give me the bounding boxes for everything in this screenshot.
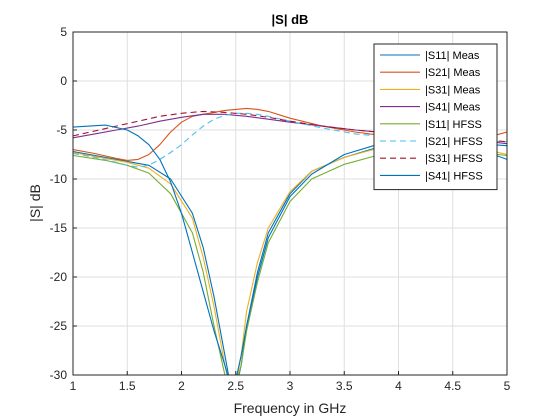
- y-tick-label: -30: [50, 368, 68, 382]
- x-tick-label: 3.5: [336, 379, 353, 393]
- legend-entry: |S21| HFSS: [425, 136, 483, 148]
- y-tick-label: -20: [50, 270, 68, 284]
- legend: |S11| Meas |S21| Meas |S31| Meas |S41| Meas…: [373, 43, 498, 191]
- chart-title: |S| dB: [272, 12, 309, 27]
- x-tick-label: 3: [287, 379, 294, 393]
- series-line-6: [73, 112, 507, 168]
- y-axis-label: |S| dB: [27, 184, 43, 222]
- legend-entry: |S41| Meas: [425, 102, 481, 114]
- y-tick-label: -25: [50, 319, 68, 333]
- x-tick-label: 2.5: [227, 379, 244, 393]
- x-tick-label: 1.5: [119, 379, 136, 393]
- legend-entry: |S11| Meas: [425, 50, 480, 62]
- x-tick-label: 4: [395, 379, 402, 393]
- y-tick-label: -15: [50, 221, 68, 235]
- ticks: 1 1.5 2 2.5 3 3.5 4 4.5 5 5 0 -5 -10 -15 -20 -25 -30: [50, 25, 511, 393]
- y-tick-label: -5: [56, 123, 67, 137]
- y-tick-label: 5: [60, 25, 67, 39]
- legend-entry: |S31| Meas: [425, 84, 481, 96]
- series-line-2: [73, 107, 507, 161]
- y-tick-label: 0: [60, 74, 67, 88]
- x-axis-label: Frequency in GHz: [234, 400, 347, 416]
- legend-box: [373, 43, 498, 191]
- x-tick-label: 4.5: [444, 379, 461, 393]
- x-tick-label: 5: [504, 379, 511, 393]
- legend-entry: |S11| HFSS: [425, 119, 482, 131]
- series-line-8: [73, 124, 507, 375]
- x-tick-label: 1: [70, 379, 77, 393]
- x-tick-label: 2: [178, 379, 185, 393]
- legend-entry: |S21| Meas: [425, 67, 481, 79]
- y-tick-label: -10: [50, 172, 68, 186]
- legend-entry: |S31| HFSS: [425, 153, 483, 165]
- legend-entry: |S41| HFSS: [425, 170, 483, 182]
